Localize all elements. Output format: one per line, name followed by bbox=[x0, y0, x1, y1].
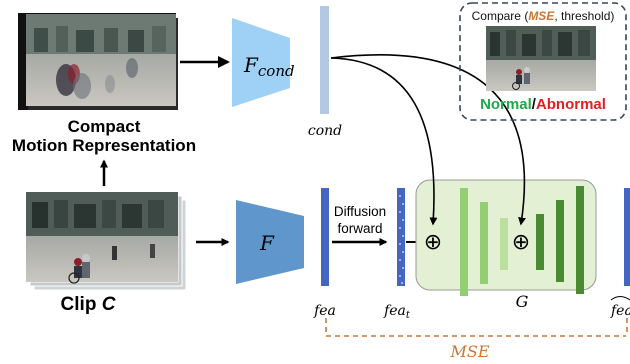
clip-label-var: C bbox=[102, 294, 116, 315]
clip-c-images bbox=[26, 192, 186, 290]
fea-t-sub: t bbox=[406, 310, 411, 321]
fea-t-bar bbox=[397, 188, 405, 286]
diffusion-label-line1: Diffusion bbox=[334, 204, 386, 219]
fea-hat-bar bbox=[624, 188, 630, 286]
compact-label-line2: Motion Representation bbox=[12, 136, 196, 155]
clip-label: Clip C bbox=[61, 294, 116, 315]
compact-motion-image bbox=[18, 13, 178, 110]
fea-hat-accent bbox=[611, 297, 630, 301]
plus-symbol-2: ⊕ bbox=[512, 230, 530, 255]
diffusion-label-line2: forward bbox=[337, 221, 382, 236]
normal-label: Normal bbox=[480, 96, 532, 113]
clip-label-prefix: Clip bbox=[61, 294, 102, 315]
fea-t-main: fea bbox=[383, 303, 406, 319]
f-label: F bbox=[259, 231, 275, 255]
compare-prefix: Compare ( bbox=[472, 9, 529, 23]
compare-result-image bbox=[486, 26, 596, 91]
plus-symbol-1: ⊕ bbox=[424, 230, 442, 255]
fea-label: fea bbox=[313, 303, 336, 319]
normal-abnormal-label: Normal/Abnormal bbox=[480, 96, 606, 113]
g-label: G bbox=[516, 292, 529, 311]
compare-suffix: , threshold) bbox=[554, 9, 614, 23]
cond-bar bbox=[320, 6, 329, 114]
f-cond-main: F bbox=[243, 53, 259, 77]
mse-bottom-label: MSE bbox=[449, 342, 489, 361]
cond-label: cond bbox=[308, 123, 342, 139]
compact-label-line1: Compact bbox=[68, 117, 141, 136]
fea-hat-label: fea bbox=[610, 303, 630, 319]
f-cond-sub: cond bbox=[258, 62, 295, 80]
abnormal-label: Abnormal bbox=[536, 96, 606, 113]
fea-t-label: feat bbox=[383, 303, 411, 321]
fea-bar bbox=[321, 188, 329, 286]
compare-mse: MSE bbox=[528, 9, 555, 23]
mse-bracket bbox=[326, 318, 626, 336]
compare-label: Compare (MSE, threshold) bbox=[472, 9, 615, 23]
